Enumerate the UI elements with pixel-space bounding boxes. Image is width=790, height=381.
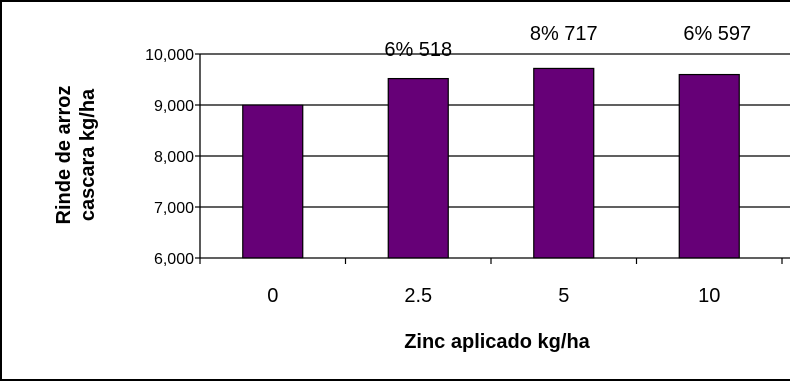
y-tick-label-0: 6,000 — [154, 251, 194, 268]
y-axis-title: Rinde de arroz cascara kg/ha — [53, 86, 99, 225]
bar-0 — [242, 104, 304, 259]
data-label-10: 6% 597 — [683, 23, 751, 45]
y-tick-labels: 6,000 7,000 8,000 9,000 10,000 — [145, 47, 194, 268]
x-tick-label-2: 5 — [558, 285, 569, 307]
y-axis-title-line-2: cascara kg/ha — [77, 88, 99, 221]
data-labels: 6% 518 8% 717 6% 597 — [384, 23, 751, 61]
data-label-2.5: 6% 518 — [384, 39, 452, 61]
bars — [242, 67, 740, 259]
x-axis-title: Zinc aplicado kg/ha — [404, 331, 590, 353]
bar-10 — [678, 73, 740, 259]
bar-2.5 — [387, 77, 449, 259]
y-tick-label-4: 10,000 — [145, 47, 194, 64]
x-tick-label-1: 2.5 — [404, 285, 432, 307]
x-tick-label-0: 0 — [267, 285, 278, 307]
y-tick-label-1: 7,000 — [154, 200, 194, 217]
y-tick-label-2: 8,000 — [154, 149, 194, 166]
axes — [195, 53, 790, 264]
x-tick-label-3: 10 — [698, 285, 720, 307]
y-axis-title-line-1: Rinde de arroz — [53, 86, 75, 225]
y-tick-label-3: 9,000 — [154, 98, 194, 115]
x-tick-labels: 0 2.5 5 10 — [267, 285, 720, 307]
data-label-5: 8% 717 — [530, 23, 598, 45]
bar-5 — [533, 67, 595, 259]
